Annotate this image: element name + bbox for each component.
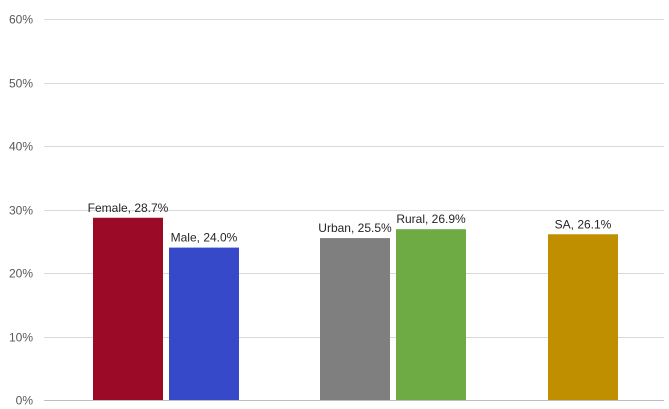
y-tick-label: 60% [9,13,33,27]
data-label: SA, 26.1% [555,217,612,231]
bar [396,229,466,400]
y-tick-label: 0% [16,394,34,408]
bar [93,217,163,400]
data-label: Male, 24.0% [171,231,238,245]
y-tick-label: 20% [9,267,33,281]
y-tick-label: 30% [9,204,33,218]
y-tick-label: 10% [9,331,33,345]
bar [548,234,618,400]
y-axis-ticks: 0% 10% 20% 30% 40% 50% 60% [9,13,33,408]
data-labels: Female, 28.7% Male, 24.0% Urban, 25.5% Rura… [88,201,612,245]
y-tick-label: 40% [9,140,33,154]
data-label: Rural, 26.9% [396,212,466,226]
y-tick-label: 50% [9,77,33,91]
bars [93,217,618,400]
data-label: Urban, 25.5% [318,221,392,235]
bar [320,238,390,400]
data-label: Female, 28.7% [88,201,169,215]
bar [169,247,239,400]
